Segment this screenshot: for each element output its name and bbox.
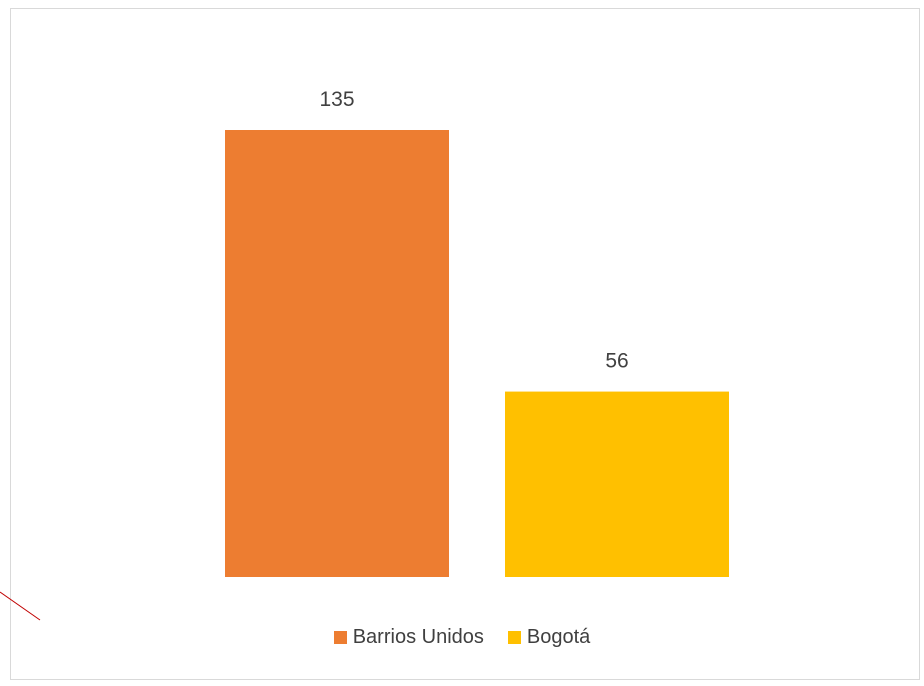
- legend: Barrios Unidos Bogotá: [0, 626, 924, 649]
- legend-item-bogota: Bogotá: [507, 626, 591, 649]
- legend-swatch-barrios-unidos: [333, 631, 347, 644]
- legend-item-barrios-unidos: Barrios Unidos: [333, 626, 484, 649]
- legend-swatch-bogota: [507, 631, 521, 644]
- legend-label-barrios-unidos: Barrios Unidos: [352, 626, 484, 648]
- bar-barrios-unidos: [225, 130, 449, 577]
- annotation-line: [0, 591, 41, 621]
- legend-label-bogota: Bogotá: [526, 626, 591, 648]
- data-label-bogot: 56: [605, 350, 628, 373]
- data-label-barrios-unidos: 135: [319, 88, 354, 111]
- bars-layer: [225, 130, 729, 577]
- bar-bogot: [505, 391, 729, 577]
- chart-frame: [10, 8, 920, 680]
- data-labels-layer: 135 56: [319, 88, 628, 373]
